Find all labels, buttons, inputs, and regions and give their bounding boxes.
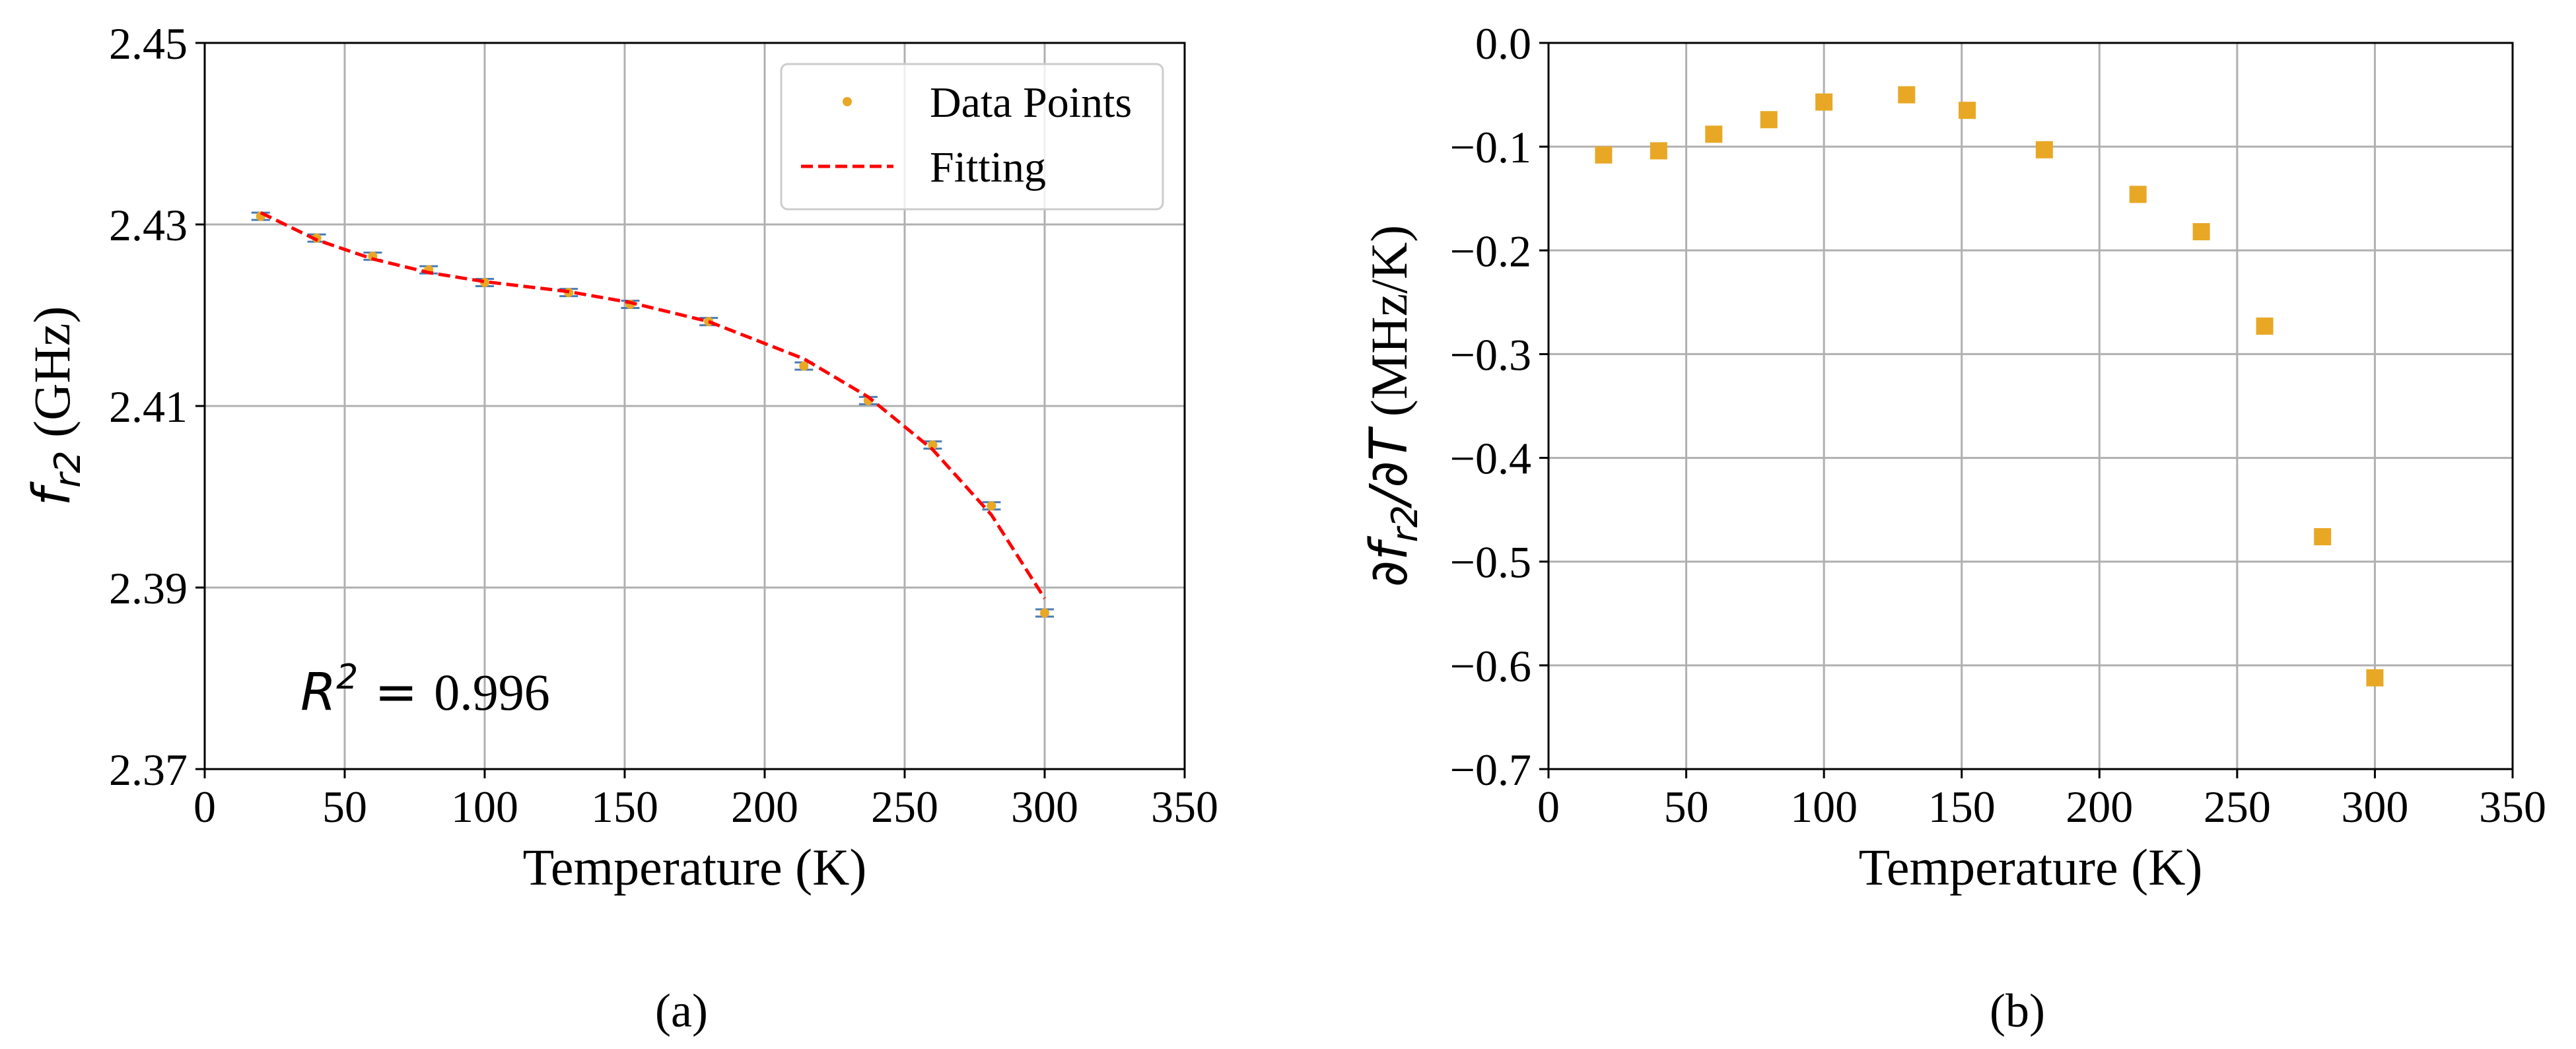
panel-a-chart: 0 50 100 150 200 250 300 350 2.37 2.39 2.41 2.43 2.4… bbox=[22, 18, 1218, 1037]
x-tick-label: 0 bbox=[193, 782, 216, 832]
panel-b-ylabel-subscript: r2 bbox=[1384, 505, 1426, 543]
x-tick-label: 200 bbox=[731, 782, 798, 832]
panel-b-label: (b) bbox=[1990, 984, 2045, 1037]
x-tick-label: 250 bbox=[871, 782, 938, 832]
legend-label-data-points: Data Points bbox=[930, 79, 1132, 127]
panel-b-ylabel-symbol-t: T bbox=[1360, 426, 1419, 461]
panel-a-label: (a) bbox=[655, 984, 708, 1037]
y-tick-label: 0.0 bbox=[1475, 18, 1531, 69]
panel-a-legend-box bbox=[780, 63, 1164, 211]
y-tick-label: 2.37 bbox=[109, 745, 188, 795]
data-point bbox=[2256, 318, 2274, 335]
data-point bbox=[2129, 186, 2147, 203]
x-tick-label: 350 bbox=[1151, 782, 1218, 832]
panel-b-y-axis-label: ∂fr2/∂T (MHz/K) bbox=[1360, 225, 1426, 587]
y-tick-label: −0.1 bbox=[1450, 122, 1531, 172]
data-point bbox=[928, 440, 938, 450]
r-squared-symbol: R bbox=[300, 663, 336, 722]
y-tick-label: −0.4 bbox=[1450, 434, 1531, 484]
x-tick-label: 350 bbox=[2479, 782, 2546, 832]
y-tick-label: −0.3 bbox=[1450, 329, 1531, 380]
panel-a-ticks: 0 50 100 150 200 250 300 350 2.37 2.39 2.41 2.43 2.4… bbox=[109, 18, 1218, 832]
panel-b-ylabel-partial: ∂ bbox=[1360, 560, 1419, 587]
panel-b-chart: 0 50 100 150 200 250 300 350 0.0 −0.1 −0.2 −0.3 −0.4… bbox=[1360, 18, 2546, 1037]
panel-b-ticks: 0 50 100 150 200 250 300 350 0.0 −0.1 −0.2 −0.3 −0.4… bbox=[1450, 18, 2546, 832]
panel-a-ylabel-subscript: r2 bbox=[47, 450, 88, 488]
panel-a-series bbox=[251, 211, 1054, 618]
y-tick-label: 2.43 bbox=[109, 200, 188, 250]
panel-b-ylabel-slash: /∂ bbox=[1360, 461, 1419, 509]
r-squared-equals: = bbox=[358, 663, 434, 722]
x-tick-label: 100 bbox=[451, 782, 518, 832]
r-squared-superscript: 2 bbox=[336, 658, 358, 697]
data-point bbox=[1650, 142, 1667, 160]
x-tick-label: 300 bbox=[2341, 782, 2408, 832]
x-tick-label: 200 bbox=[2066, 782, 2133, 832]
data-point bbox=[1815, 93, 1833, 111]
y-tick-label: −0.7 bbox=[1450, 745, 1531, 795]
legend-marker-data-points bbox=[843, 97, 852, 106]
x-tick-label: 50 bbox=[322, 782, 367, 832]
legend-label-fitting: Fitting bbox=[930, 143, 1046, 191]
data-point bbox=[2314, 528, 2332, 545]
y-tick-label: −0.5 bbox=[1450, 537, 1531, 588]
data-point bbox=[1595, 146, 1613, 164]
panel-b-grid bbox=[1547, 42, 2514, 770]
data-point bbox=[1040, 608, 1049, 618]
x-tick-label: 0 bbox=[1537, 782, 1560, 832]
data-point bbox=[799, 361, 809, 371]
x-tick-label: 100 bbox=[1790, 782, 1858, 832]
data-point bbox=[1959, 102, 1976, 119]
panel-b-series bbox=[1595, 86, 2384, 687]
x-tick-label: 250 bbox=[2204, 782, 2271, 832]
y-tick-label: 2.39 bbox=[109, 563, 188, 613]
y-tick-label: −0.2 bbox=[1450, 226, 1531, 276]
y-tick-label: 2.41 bbox=[109, 382, 188, 432]
x-tick-label: 300 bbox=[1011, 782, 1078, 832]
panel-b-ylabel-unit: (MHz/K) bbox=[1360, 225, 1418, 430]
data-point bbox=[2366, 669, 2384, 687]
data-point bbox=[1898, 86, 1916, 104]
data-point bbox=[1760, 111, 1778, 129]
x-tick-label: 150 bbox=[1928, 782, 1996, 832]
y-tick-label: 2.45 bbox=[109, 18, 188, 69]
r-squared-value: 0.996 bbox=[434, 663, 550, 721]
panel-b-x-axis-label: Temperature (K) bbox=[1859, 838, 2203, 896]
panel-a-legend: Data Points Fitting bbox=[780, 63, 1164, 211]
x-tick-label: 50 bbox=[1664, 782, 1709, 832]
data-point bbox=[987, 501, 996, 511]
x-tick-label: 150 bbox=[591, 782, 658, 832]
fitting-line bbox=[260, 211, 1047, 599]
y-tick-label: −0.6 bbox=[1450, 641, 1531, 691]
data-point bbox=[2192, 223, 2210, 240]
panel-a-y-axis-label: fr2 (GHz) bbox=[22, 306, 88, 506]
panel-a-x-axis-label: Temperature (K) bbox=[523, 838, 867, 896]
r-squared-annotation: R2 = 0.996 bbox=[300, 658, 550, 722]
data-point bbox=[1705, 125, 1723, 143]
panel-b-frame bbox=[1547, 42, 2514, 770]
panel-a-ylabel-unit: (GHz) bbox=[23, 306, 81, 451]
data-point bbox=[2035, 141, 2053, 158]
